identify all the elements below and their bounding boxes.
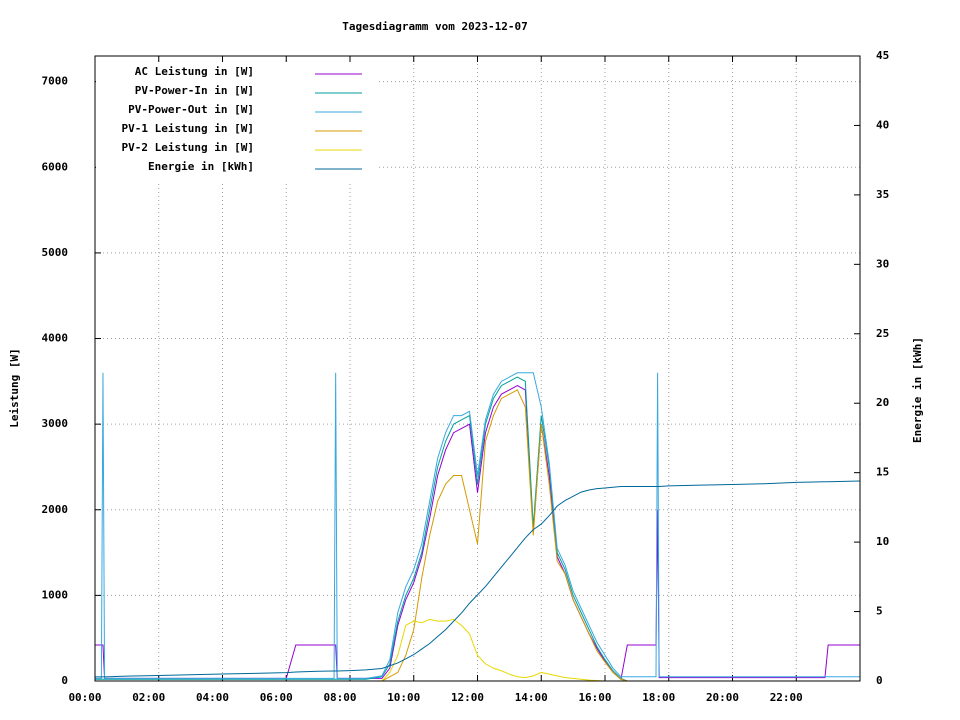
- x-tick-label: 10:00: [387, 691, 420, 704]
- y-tick-label: 3000: [42, 417, 69, 430]
- chart-title: Tagesdiagramm vom 2023-12-07: [342, 20, 527, 33]
- y-axis-label: Leistung [W]: [8, 348, 21, 427]
- y2-tick-label: 15: [876, 466, 889, 479]
- y2-tick-label: 35: [876, 188, 889, 201]
- series-line: [95, 372, 860, 679]
- x-tick-label: 14:00: [515, 691, 548, 704]
- legend-label: PV-2 Leistung in [W]: [122, 141, 254, 154]
- y2-tick-label: 10: [876, 535, 889, 548]
- x-tick-label: 06:00: [260, 691, 293, 704]
- legend-label: PV-Power-In in [W]: [135, 84, 254, 97]
- y2-tick-label: 40: [876, 118, 889, 131]
- legend-label: PV-1 Leistung in [W]: [122, 122, 254, 135]
- legend-label: Energie in [kWh]: [148, 160, 254, 173]
- series-line: [95, 480, 861, 678]
- series-line: [95, 389, 860, 682]
- y2-tick-label: 45: [876, 49, 889, 62]
- y-tick-label: 7000: [42, 75, 69, 88]
- legend-label: AC Leistung in [W]: [135, 65, 254, 78]
- y2-axis-label: Energie in [kWh]: [911, 337, 924, 443]
- y-tick-label: 6000: [42, 160, 69, 173]
- y2-tick-label: 0: [876, 674, 883, 687]
- plot-border: [94, 55, 861, 682]
- legend-box: [96, 62, 376, 184]
- legend-label: PV-Power-Out in [W]: [128, 103, 254, 116]
- y-tick-label: 0: [61, 674, 68, 687]
- y-tick-label: 4000: [42, 332, 69, 345]
- x-tick-label: 22:00: [770, 691, 803, 704]
- y2-tick-label: 25: [876, 327, 889, 340]
- series-line: [95, 385, 860, 681]
- x-tick-label: 08:00: [323, 691, 356, 704]
- x-tick-label: 02:00: [132, 691, 165, 704]
- x-tick-label: 20:00: [706, 691, 739, 704]
- y-tick-label: 1000: [42, 588, 69, 601]
- y-tick-label: 2000: [42, 503, 69, 516]
- y-tick-label: 5000: [42, 246, 69, 259]
- x-tick-label: 04:00: [196, 691, 229, 704]
- x-tick-label: 18:00: [642, 691, 675, 704]
- x-tick-label: 12:00: [451, 691, 484, 704]
- series-line: [95, 376, 860, 682]
- y2-tick-label: 5: [876, 605, 883, 618]
- y2-tick-label: 20: [876, 396, 889, 409]
- x-tick-label: 16:00: [578, 691, 611, 704]
- x-tick-label: 00:00: [68, 691, 101, 704]
- y2-tick-label: 30: [876, 257, 889, 270]
